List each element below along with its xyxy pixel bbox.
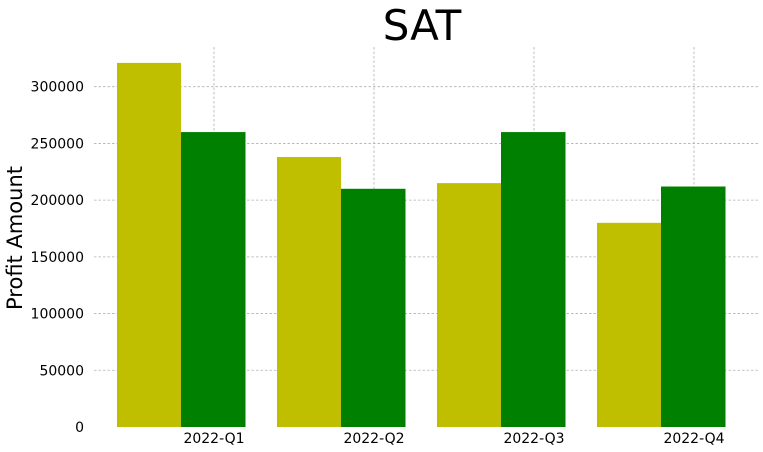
x-tick-label: 2022-Q3 — [503, 431, 564, 447]
bar-2022-Q2-series-2 — [341, 188, 406, 427]
bar-2022-Q3-series-1 — [437, 183, 501, 427]
bar-2022-Q4-series-2 — [661, 186, 726, 427]
y-axis-label: Profit Amount — [3, 166, 27, 310]
bars — [117, 62, 726, 428]
x-tick-label: 2022-Q1 — [183, 431, 244, 447]
bar-2022-Q1-series-1 — [117, 62, 181, 428]
y-tick-label: 100000 — [31, 307, 84, 323]
x-tick-label: 2022-Q2 — [343, 431, 404, 447]
bar-2022-Q4-series-1 — [597, 222, 661, 427]
bar-2022-Q1-series-2 — [181, 132, 246, 427]
y-tick-label: 50000 — [39, 363, 84, 379]
y-tick-label: 250000 — [31, 136, 84, 152]
bar-2022-Q2-series-1 — [277, 157, 341, 427]
chart-title: SAT — [383, 1, 462, 50]
y-tick-labels: 0 50000 100000 150000 200000 250000 300000 — [31, 80, 84, 436]
x-tick-label: 2022-Q4 — [663, 431, 724, 447]
x-tick-labels: 2022-Q1 2022-Q2 2022-Q3 2022-Q4 — [183, 431, 724, 447]
y-tick-label: 150000 — [31, 250, 84, 266]
y-tick-label: 0 — [75, 420, 84, 436]
bar-2022-Q3-series-2 — [501, 132, 566, 427]
y-tick-label: 200000 — [31, 193, 84, 209]
y-tick-label: 300000 — [31, 80, 84, 96]
